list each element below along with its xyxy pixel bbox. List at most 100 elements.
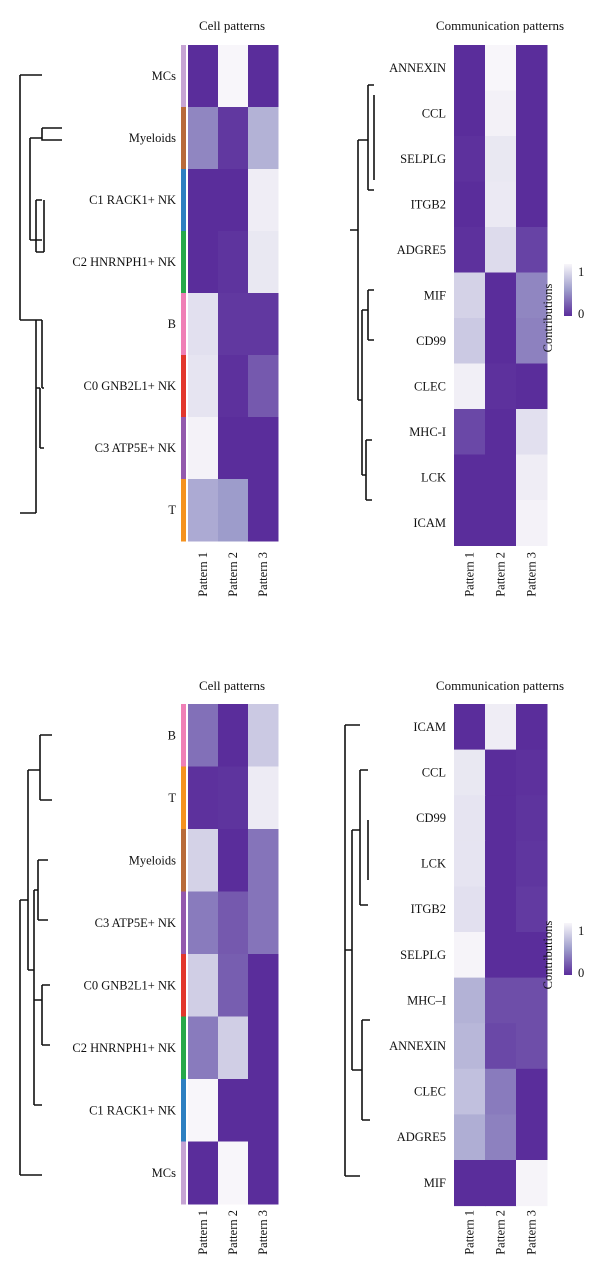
- heatmap-cell: [485, 409, 517, 455]
- panel-title: Communication patterns: [436, 18, 564, 33]
- row-label: MIF: [424, 1176, 446, 1190]
- heatmap-cell: [454, 227, 486, 273]
- heatmap-cell: [454, 704, 486, 751]
- row-label: Myeloids: [129, 131, 176, 145]
- heatmap-cell: [248, 1016, 279, 1080]
- heatmap-cell: [248, 355, 279, 418]
- heatmap-cell: [248, 169, 279, 232]
- row-label: C3 ATP5E+ NK: [95, 441, 176, 455]
- heatmap-cell: [516, 704, 548, 751]
- heatmap-cell: [485, 181, 517, 228]
- row-label: B: [168, 728, 176, 742]
- row-label: SELPLG: [400, 948, 446, 962]
- heatmap-cell: [454, 45, 486, 91]
- legend-min: 0: [578, 307, 584, 321]
- row-label: C0 GNB2L1+ NK: [84, 978, 176, 992]
- heatmap-cell: [516, 749, 548, 796]
- heatmap-cell: [188, 45, 219, 108]
- heatmap-cell: [248, 1141, 279, 1205]
- heatmap-cell: [454, 454, 486, 501]
- annotation-bar: [181, 704, 186, 767]
- heatmap-cell: [485, 1023, 517, 1070]
- row-label: MCs: [152, 1166, 176, 1180]
- row-label: MIF: [424, 288, 446, 302]
- legend-min: 0: [578, 966, 584, 980]
- heatmap-cell: [248, 45, 279, 108]
- heatmap-cell: [516, 363, 548, 410]
- heatmap-cell: [218, 891, 249, 955]
- legend-title: Contributions: [541, 283, 555, 352]
- annotation-bar: [181, 1141, 186, 1205]
- row-label: CCL: [422, 106, 446, 120]
- row-label: SELPLG: [400, 152, 446, 166]
- row-label: C2 HNRNPH1+ NK: [72, 1041, 176, 1055]
- heatmap-cell: [218, 1016, 249, 1080]
- row-label: C1 RACK1+ NK: [89, 193, 176, 207]
- row-label: ANNEXIN: [389, 1039, 446, 1053]
- row-label: CLEC: [414, 1085, 446, 1099]
- heatmap-cell: [248, 766, 279, 830]
- colorbar: [564, 264, 572, 316]
- heatmap-cell: [454, 749, 486, 796]
- row-label: LCK: [421, 857, 446, 871]
- heatmap-cell: [516, 840, 548, 887]
- row-label: CD99: [416, 811, 446, 825]
- panel-title: Cell patterns: [199, 18, 265, 33]
- row-label: LCK: [421, 470, 446, 484]
- column-label: Pattern 3: [525, 1210, 539, 1255]
- heatmap-cell: [248, 293, 279, 356]
- panel-title: Communication patterns: [436, 678, 564, 693]
- heatmap-cell: [485, 454, 517, 501]
- heatmap-cell: [218, 766, 249, 830]
- heatmap-cell: [454, 886, 486, 933]
- heatmap-cell: [485, 795, 517, 842]
- heatmap-cell: [516, 977, 548, 1024]
- dendrogram: [344, 724, 370, 1177]
- annotation-bar: [181, 417, 186, 480]
- heatmap-cell: [188, 891, 219, 955]
- annotation-bar: [181, 45, 186, 108]
- row-label: CLEC: [414, 379, 446, 393]
- heatmap-cell: [516, 1068, 548, 1115]
- dendrogram: [19, 734, 52, 1176]
- annotation-bar: [181, 766, 186, 830]
- column-label: Pattern 1: [196, 1210, 210, 1255]
- heatmap-cell: [485, 45, 517, 91]
- heatmap-cell: [248, 954, 279, 1017]
- heatmap-cell: [454, 840, 486, 887]
- heatmap-cell: [485, 318, 517, 364]
- column-label: Pattern 1: [463, 1210, 477, 1255]
- heatmap-cell: [454, 272, 486, 319]
- heatmap-cell: [248, 479, 279, 542]
- annotation-bar: [181, 829, 186, 892]
- heatmap-cell: [516, 409, 548, 455]
- heatmap-cell: [188, 766, 219, 830]
- column-label: Pattern 2: [494, 1210, 508, 1255]
- heatmap-cell: [248, 417, 279, 480]
- heatmap-cell: [454, 977, 486, 1024]
- column-label: Pattern 3: [256, 1210, 270, 1255]
- legend-max: 1: [578, 924, 584, 938]
- heatmap-cell: [218, 45, 249, 108]
- heatmap-cell: [485, 840, 517, 887]
- colorbar: [564, 923, 572, 975]
- heatmap-cell: [218, 704, 249, 767]
- row-label: C0 GNB2L1+ NK: [84, 379, 176, 393]
- heatmap-cell: [516, 886, 548, 933]
- heatmap-cell: [454, 932, 486, 979]
- column-label: Pattern 2: [226, 552, 240, 597]
- heatmap-cell: [248, 107, 279, 170]
- annotation-bar: [181, 169, 186, 232]
- annotation-bar: [181, 355, 186, 418]
- heatmap-cell: [454, 363, 486, 410]
- heatmap-cell: [516, 932, 548, 979]
- panel-top-right: Communication patterns ANNEXIN CCL SELPLG I…: [350, 18, 564, 597]
- heatmap-cell: [485, 1114, 517, 1161]
- heatmap-cell: [188, 829, 219, 892]
- row-label: T: [168, 791, 176, 805]
- heatmap-cell: [516, 272, 548, 319]
- heatmap-cell: [485, 749, 517, 796]
- heatmap-cell: [218, 355, 249, 418]
- annotation-bar: [181, 891, 186, 955]
